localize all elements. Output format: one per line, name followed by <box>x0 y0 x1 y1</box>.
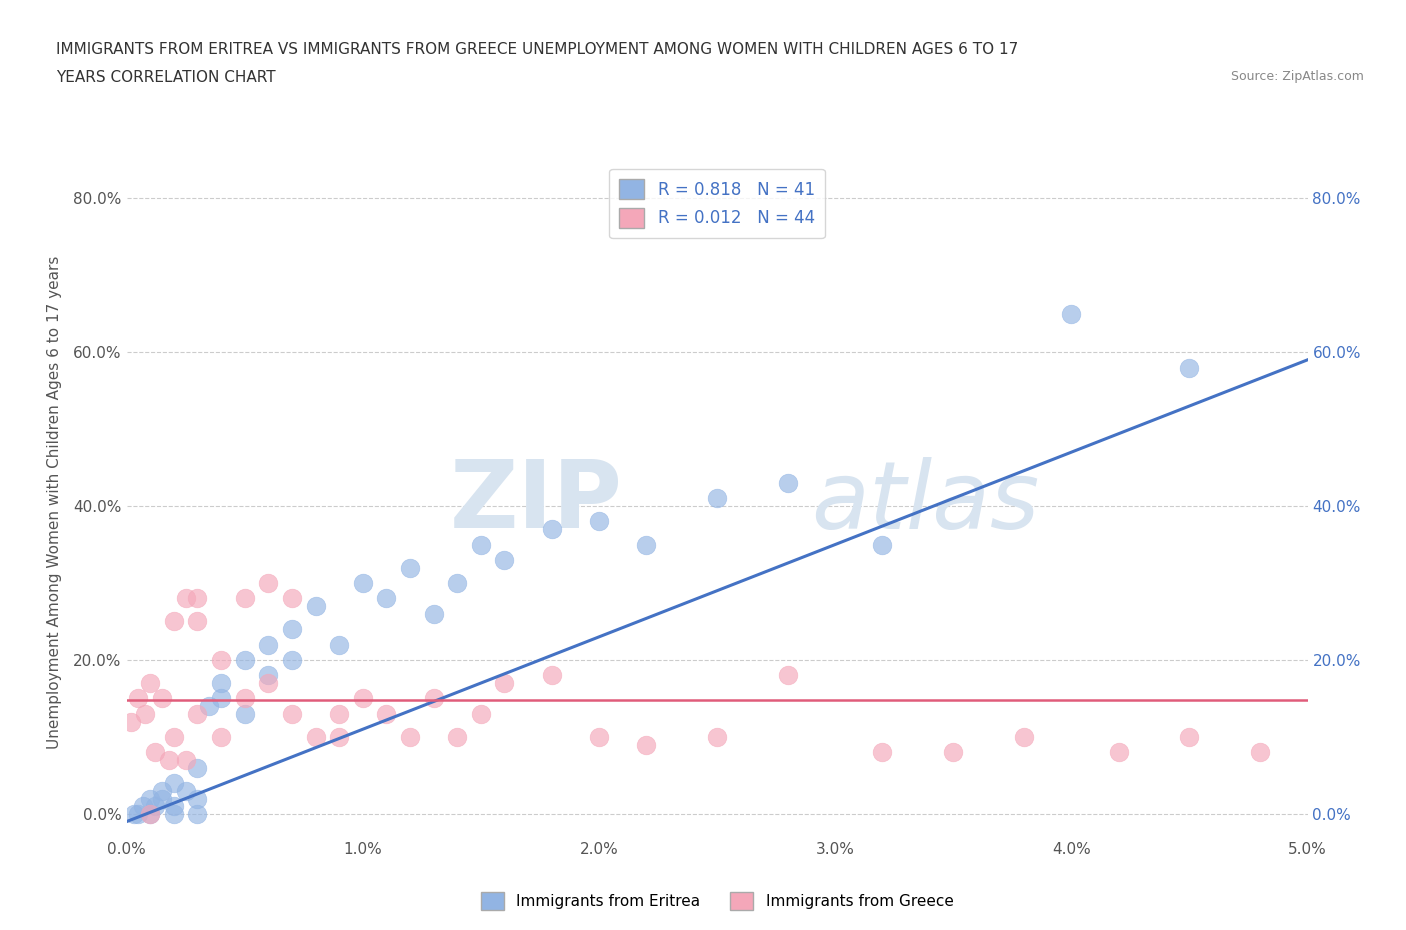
Point <box>209 691 232 706</box>
Point <box>776 475 799 490</box>
Text: atlas: atlas <box>811 457 1040 548</box>
Point <box>1178 729 1201 744</box>
Legend: Immigrants from Eritrea, Immigrants from Greece: Immigrants from Eritrea, Immigrants from… <box>475 885 959 916</box>
Point <box>150 691 173 706</box>
Point <box>375 591 398 605</box>
Point <box>257 637 280 652</box>
Point <box>872 745 894 760</box>
Point <box>1178 360 1201 375</box>
Point <box>209 675 232 690</box>
Text: ZIP: ZIP <box>450 457 623 548</box>
Point <box>186 614 208 629</box>
Point <box>209 653 232 668</box>
Point <box>446 576 468 591</box>
Point <box>470 538 492 552</box>
Point <box>281 622 304 637</box>
Point <box>186 806 208 821</box>
Point <box>122 806 145 821</box>
Point <box>257 675 280 690</box>
Point <box>150 783 173 798</box>
Point <box>1108 745 1130 760</box>
Point <box>281 591 304 605</box>
Point <box>636 737 658 752</box>
Point <box>139 791 162 806</box>
Point <box>257 668 280 683</box>
Point <box>186 791 208 806</box>
Point <box>233 691 256 706</box>
Point <box>328 707 350 722</box>
Point <box>304 599 326 614</box>
Point <box>139 806 162 821</box>
Point <box>209 729 232 744</box>
Point <box>132 799 155 814</box>
Point <box>163 729 186 744</box>
Point <box>163 776 186 790</box>
Point <box>186 707 208 722</box>
Point <box>163 614 186 629</box>
Point <box>399 560 422 575</box>
Point <box>257 576 280 591</box>
Point <box>174 752 197 767</box>
Point <box>174 783 197 798</box>
Point <box>139 675 162 690</box>
Text: IMMIGRANTS FROM ERITREA VS IMMIGRANTS FROM GREECE UNEMPLOYMENT AMONG WOMEN WITH : IMMIGRANTS FROM ERITREA VS IMMIGRANTS FR… <box>56 42 1018 57</box>
Point <box>540 522 562 537</box>
Point <box>706 491 728 506</box>
Point <box>706 729 728 744</box>
Point <box>942 745 965 760</box>
Point <box>776 668 799 683</box>
Point <box>494 552 516 567</box>
Point <box>494 675 516 690</box>
Point <box>872 538 894 552</box>
Point <box>150 791 173 806</box>
Point <box>157 752 180 767</box>
Point <box>328 729 350 744</box>
Point <box>281 707 304 722</box>
Point <box>588 514 610 529</box>
Point <box>399 729 422 744</box>
Point <box>375 707 398 722</box>
Point <box>328 637 350 652</box>
Point <box>1249 745 1271 760</box>
Point <box>233 707 256 722</box>
Point <box>352 691 374 706</box>
Y-axis label: Unemployment Among Women with Children Ages 6 to 17 years: Unemployment Among Women with Children A… <box>46 256 62 749</box>
Point <box>163 799 186 814</box>
Point <box>304 729 326 744</box>
Point <box>422 606 444 621</box>
Point <box>186 761 208 776</box>
Point <box>470 707 492 722</box>
Point <box>186 591 208 605</box>
Text: YEARS CORRELATION CHART: YEARS CORRELATION CHART <box>56 70 276 85</box>
Point <box>120 714 142 729</box>
Point <box>352 576 374 591</box>
Point <box>588 729 610 744</box>
Point <box>1060 306 1083 321</box>
Point <box>139 806 162 821</box>
Point <box>636 538 658 552</box>
Point <box>446 729 468 744</box>
Point <box>198 698 221 713</box>
Point <box>143 745 166 760</box>
Point <box>127 806 149 821</box>
Point <box>233 591 256 605</box>
Point <box>1012 729 1035 744</box>
Point <box>127 691 149 706</box>
Point <box>134 707 156 722</box>
Point <box>422 691 444 706</box>
Point <box>163 806 186 821</box>
Text: Source: ZipAtlas.com: Source: ZipAtlas.com <box>1230 70 1364 83</box>
Point <box>174 591 197 605</box>
Point <box>143 799 166 814</box>
Point <box>281 653 304 668</box>
Point <box>540 668 562 683</box>
Point <box>233 653 256 668</box>
